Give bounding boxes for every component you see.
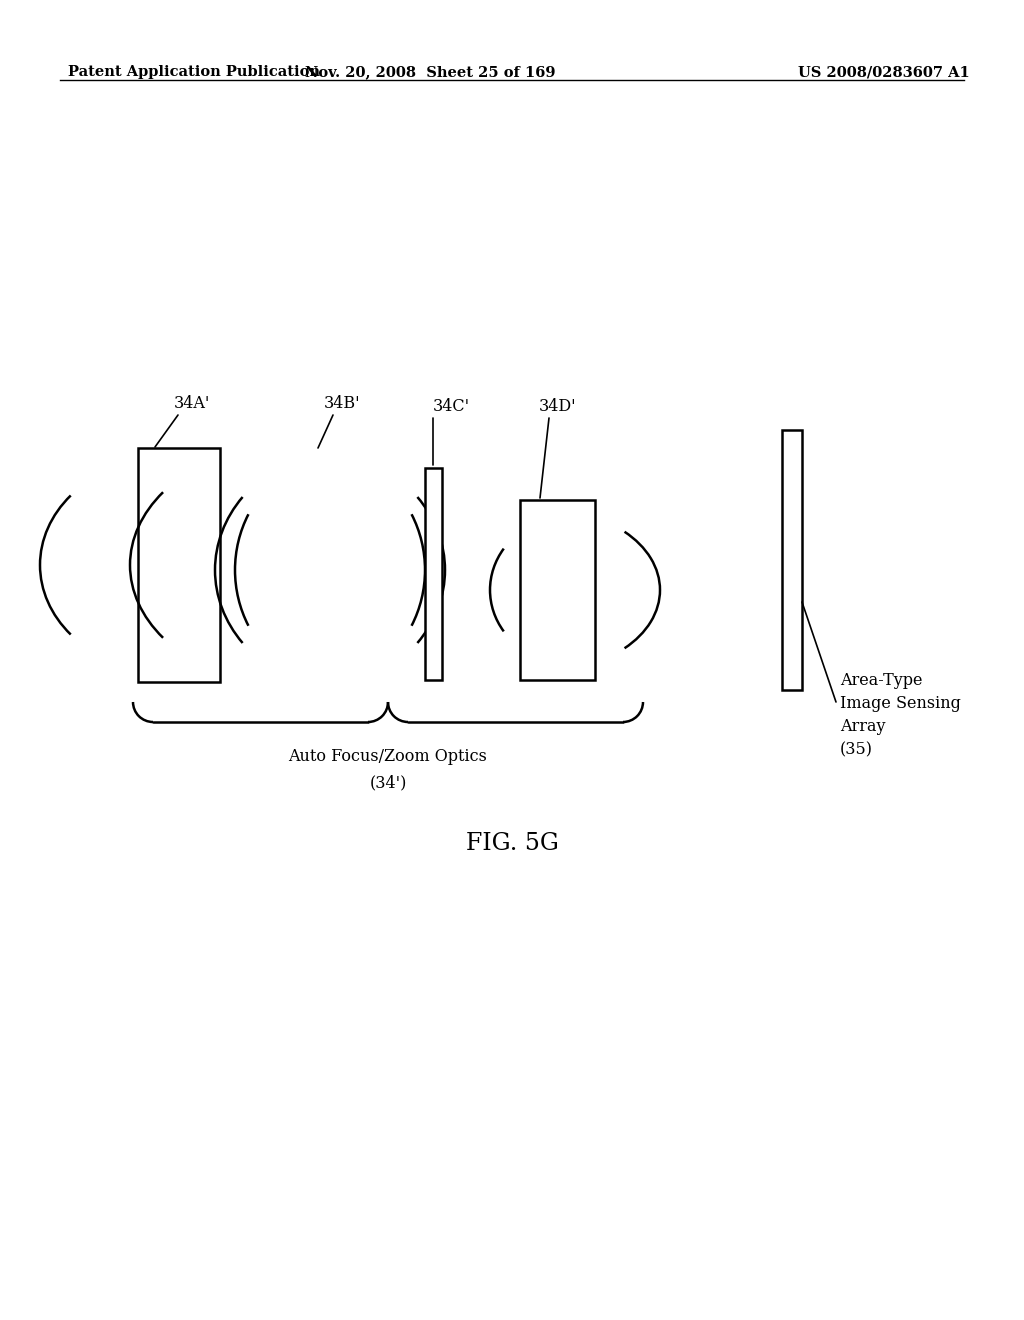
Text: US 2008/0283607 A1: US 2008/0283607 A1 [799, 65, 970, 79]
Bar [425, 469, 442, 680]
Text: Nov. 20, 2008  Sheet 25 of 169: Nov. 20, 2008 Sheet 25 of 169 [305, 65, 555, 79]
Text: 34B': 34B' [324, 395, 360, 412]
Text: 34A': 34A' [174, 395, 210, 412]
Text: Image Sensing: Image Sensing [840, 696, 961, 711]
Text: 34C': 34C' [433, 399, 470, 414]
Text: FIG. 5G: FIG. 5G [466, 832, 558, 855]
Text: Area-Type: Area-Type [840, 672, 923, 689]
Text: (34'): (34') [370, 774, 407, 791]
Bar [520, 500, 595, 680]
Text: 34D': 34D' [540, 399, 577, 414]
Bar [782, 430, 802, 690]
Text: Array: Array [840, 718, 886, 735]
Bar [138, 447, 220, 682]
Text: (35): (35) [840, 741, 873, 758]
Text: Auto Focus/Zoom Optics: Auto Focus/Zoom Optics [289, 748, 487, 766]
Text: Patent Application Publication: Patent Application Publication [68, 65, 319, 79]
